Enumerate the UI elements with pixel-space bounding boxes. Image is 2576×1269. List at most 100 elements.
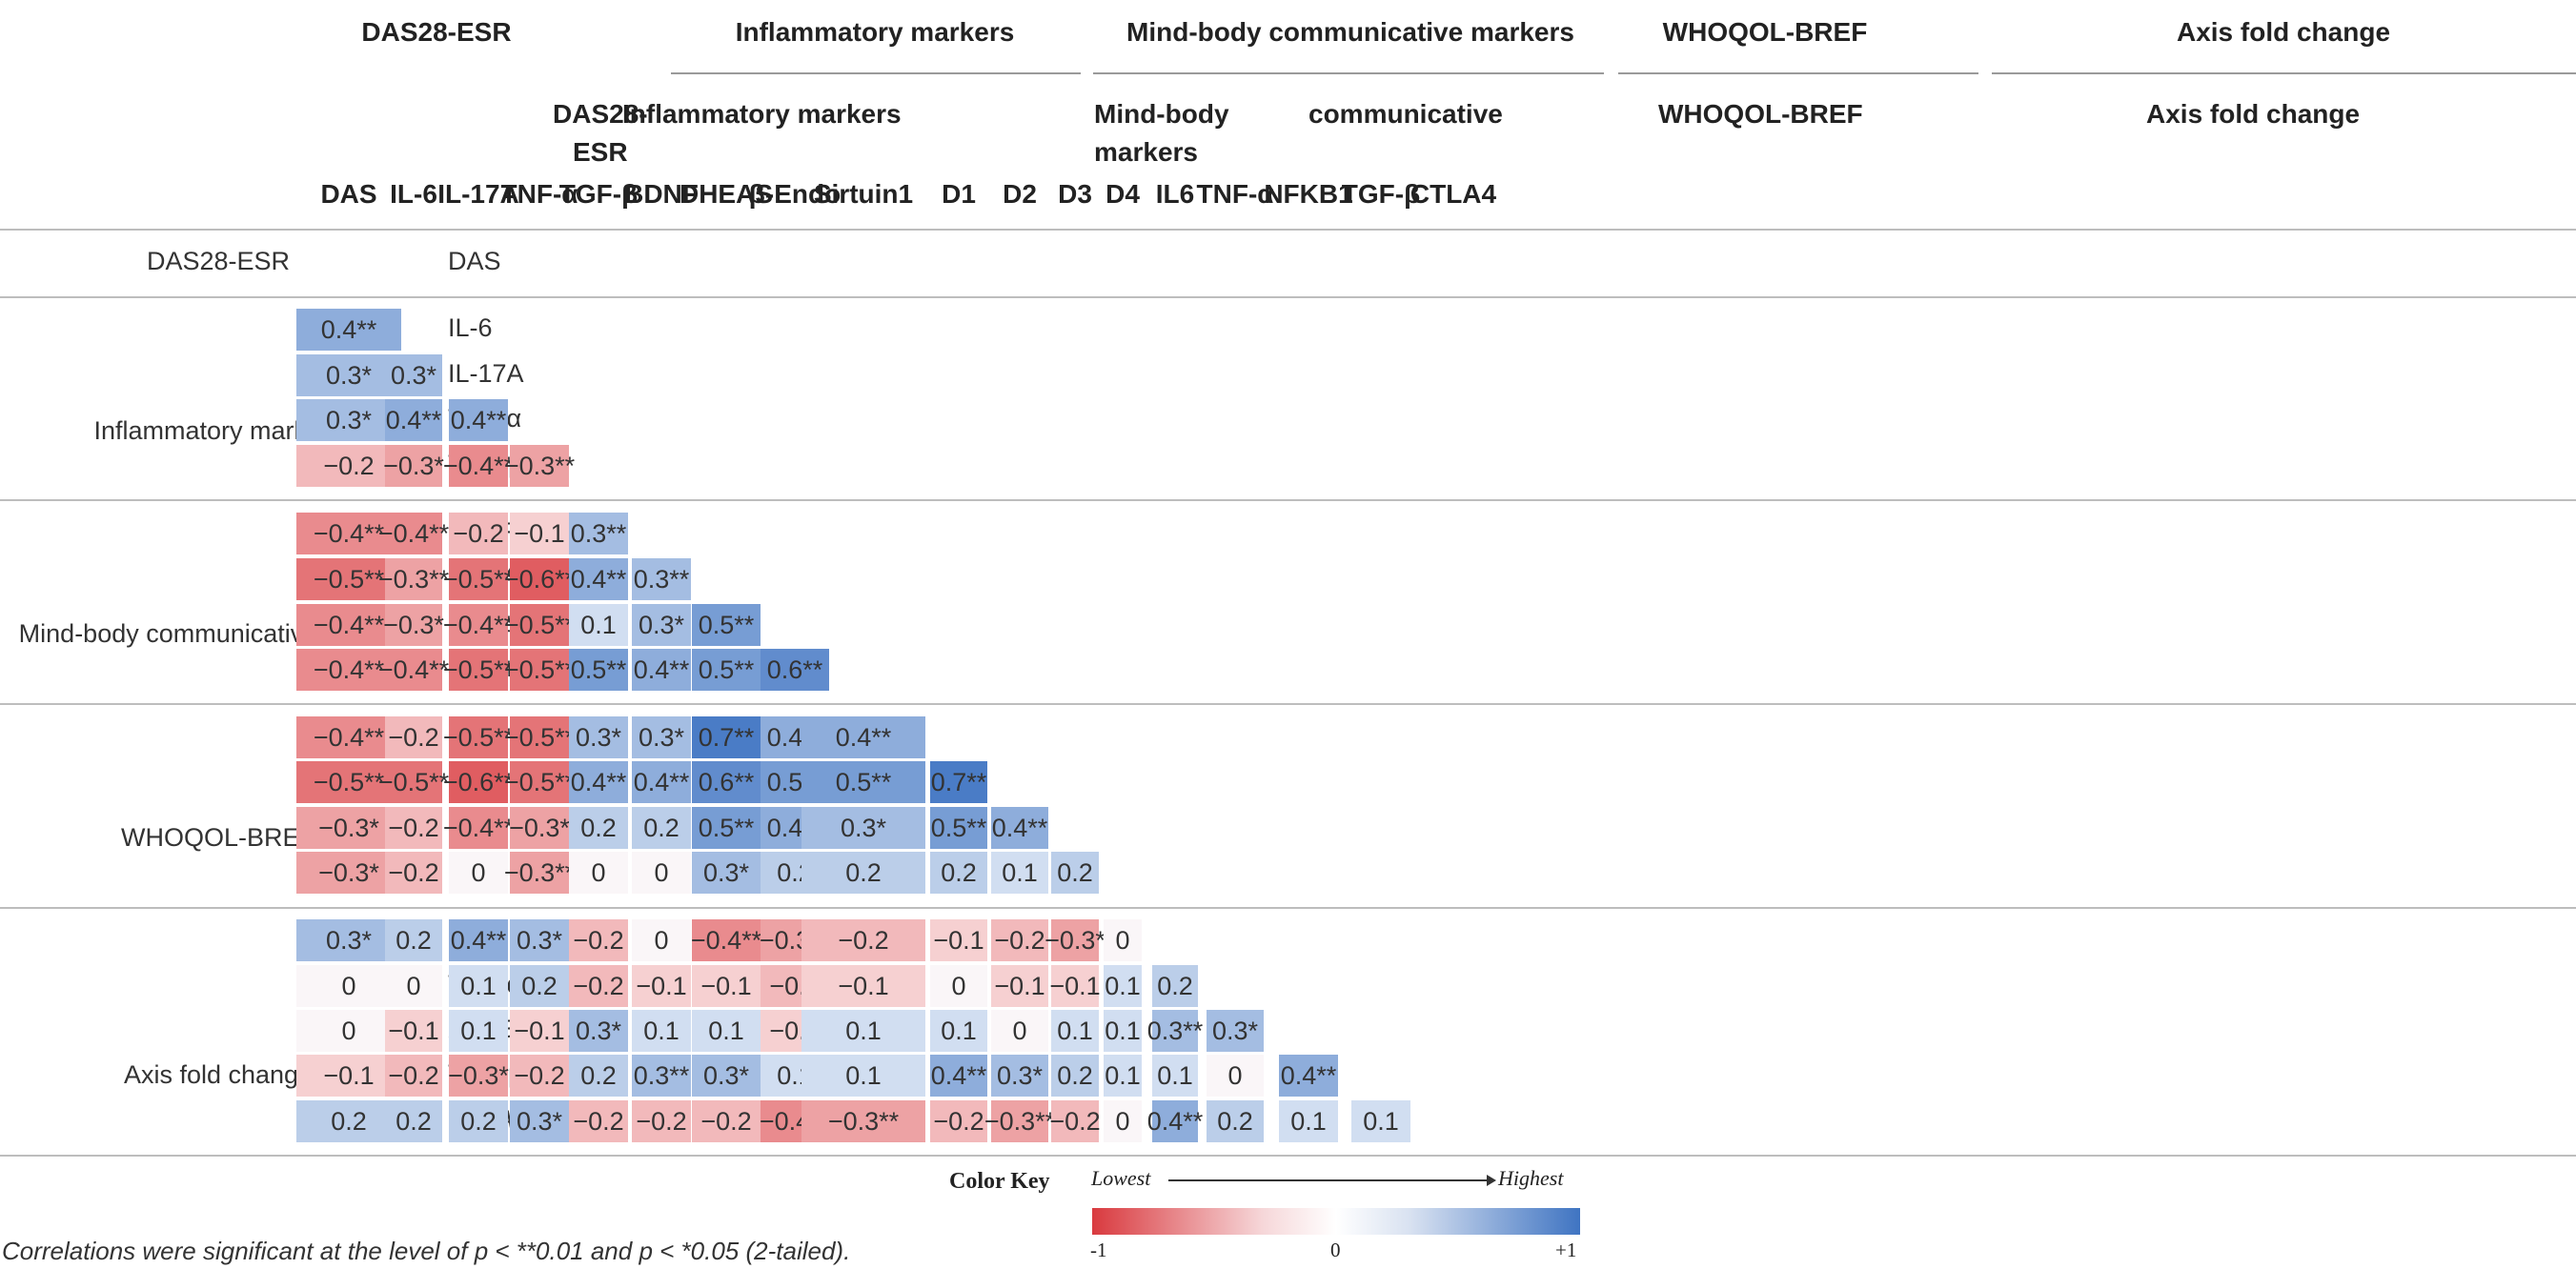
correlation-cell: 0.3* [510, 1100, 569, 1142]
legend-lowest-label: Lowest [1091, 1166, 1151, 1190]
correlation-cell: 0.2 [569, 1055, 628, 1097]
correlation-cell: −0.1 [692, 965, 761, 1007]
header-group-underline-3 [1618, 72, 1978, 74]
correlation-cell: −0.3* [448, 1055, 509, 1097]
correlation-cell: 0.4** [632, 649, 691, 691]
correlation-cell: 0.3* [296, 399, 401, 441]
column-header-6: DHEAS [679, 179, 773, 209]
column-header-17: CTLA4 [1410, 179, 1497, 209]
header-group-3: WHOQOL-BREF [1662, 17, 1868, 47]
correlation-cell: −0.5** [504, 604, 575, 646]
row-label-1: IL-6 [448, 313, 493, 342]
correlation-cell: −0.1 [632, 965, 691, 1007]
correlation-cell: −0.5** [378, 761, 449, 803]
correlation-cell: −0.2 [569, 965, 628, 1007]
correlation-cell: −0.5** [296, 558, 401, 600]
correlation-cell: 0.1 [1104, 1055, 1142, 1097]
row-separator-5 [0, 1155, 2576, 1157]
column-header-15: NFKB1 [1264, 179, 1353, 209]
row-group-label-0: DAS28-ESR [146, 247, 291, 275]
legend-arrow-head-icon [1487, 1175, 1496, 1186]
correlation-cell: 0.5** [930, 807, 987, 849]
header-group-underline-4 [1992, 72, 2576, 74]
correlation-cell: −0.5** [504, 716, 575, 758]
legend-color-bar [1092, 1208, 1580, 1235]
correlation-cell: 0.2 [296, 1100, 401, 1142]
column-header-10: D2 [1003, 179, 1037, 209]
correlation-cell: 0 [385, 965, 442, 1007]
correlation-cell: 0.1 [1051, 1010, 1099, 1052]
correlation-cell: 0.4** [296, 309, 401, 351]
row-separator-0 [0, 229, 2576, 231]
header-group-4: Axis fold change [2176, 17, 2391, 47]
correlation-cell: 0.1 [930, 1010, 987, 1052]
correlation-cell: 0.3* [569, 1010, 628, 1052]
correlation-cell: 0.3** [632, 1055, 691, 1097]
row-group-label-4: Axis fold change [123, 1060, 314, 1089]
correlation-cell: −0.3* [509, 807, 570, 849]
correlation-cell: −0.4** [296, 604, 401, 646]
correlation-cell: −0.4** [296, 513, 401, 554]
correlation-cell: 0.4** [569, 558, 628, 600]
header-subgroup-3: communicative [1308, 99, 1503, 129]
column-header-5: BDNF [624, 179, 699, 209]
correlation-cell: −0.6** [443, 761, 514, 803]
header-subgroup-5: Axis fold change [2146, 99, 2361, 129]
correlation-cell: 0.4** [632, 761, 691, 803]
correlation-cell: 0.6** [692, 761, 761, 803]
correlation-cell: 0 [632, 919, 691, 961]
correlation-cell: −0.4** [443, 807, 514, 849]
column-header-3: TNF-α [500, 179, 578, 209]
correlation-cell: 0.2 [1051, 852, 1099, 894]
header-group-1: Inflammatory markers [735, 17, 1015, 47]
correlation-cell: 0.2 [1207, 1100, 1264, 1142]
correlation-cell: 0.1 [692, 1010, 761, 1052]
correlation-cell: −0.5** [443, 649, 514, 691]
correlation-cell: 0 [632, 852, 691, 894]
correlation-cell: −0.4** [443, 445, 514, 487]
correlation-cell: −0.2 [1049, 1100, 1101, 1142]
header-subgroup-0: DAS28- ESR [553, 99, 648, 167]
correlation-cell: 0.7** [930, 761, 987, 803]
correlation-cell: −0.2 [449, 513, 508, 554]
correlation-cell: 0.2 [385, 919, 442, 961]
correlation-cell: 0.1 [449, 1010, 508, 1052]
correlation-cell: 0 [930, 965, 987, 1007]
correlation-cell: 0.1 [991, 852, 1048, 894]
correlation-cell: 0.4** [1147, 1100, 1203, 1142]
correlation-cell: 0 [1207, 1055, 1264, 1097]
correlation-cell: 0.1 [1351, 1100, 1410, 1142]
correlation-cell: −0.6** [504, 558, 575, 600]
row-label-2: IL-17A [448, 359, 524, 388]
row-separator-3 [0, 703, 2576, 705]
column-header-7: β-Endo [748, 179, 842, 209]
legend-title: Color Key [949, 1169, 1050, 1194]
correlation-cell: 0.4** [1279, 1055, 1338, 1097]
correlation-cell: 0.4** [930, 1055, 987, 1097]
correlation-cell: 0 [1104, 1100, 1142, 1142]
correlation-cell: −0.1 [1049, 965, 1101, 1007]
correlation-cell: 0.3** [632, 558, 691, 600]
correlation-cell: −0.1 [801, 965, 925, 1007]
correlation-cell: 0.1 [569, 604, 628, 646]
correlation-cell: 0.3* [510, 919, 569, 961]
correlation-cell: −0.2 [569, 919, 628, 961]
correlation-cell: 0.3* [632, 604, 691, 646]
correlation-cell: −0.5** [504, 649, 575, 691]
row-separator-2 [0, 499, 2576, 501]
column-header-12: D4 [1105, 179, 1140, 209]
correlation-cell: −0.3* [1045, 919, 1105, 961]
correlation-cell: 0.3* [632, 716, 691, 758]
correlation-cell: −0.1 [510, 1010, 569, 1052]
column-header-13: IL6 [1155, 179, 1195, 209]
header-group-2: Mind-body communicative markers [1126, 17, 1574, 47]
correlation-cell: 0.4** [801, 716, 925, 758]
column-header-0: DAS [320, 179, 377, 209]
correlation-cell: 0.4** [569, 761, 628, 803]
legend-max-label: +1 [1555, 1239, 1577, 1261]
correlation-cell: 0.4** [449, 399, 508, 441]
correlation-cell: −0.3** [801, 1100, 925, 1142]
correlation-cell: −0.4** [691, 919, 761, 961]
correlation-cell: 0 [296, 965, 401, 1007]
legend-highest-label: Highest [1498, 1166, 1564, 1190]
